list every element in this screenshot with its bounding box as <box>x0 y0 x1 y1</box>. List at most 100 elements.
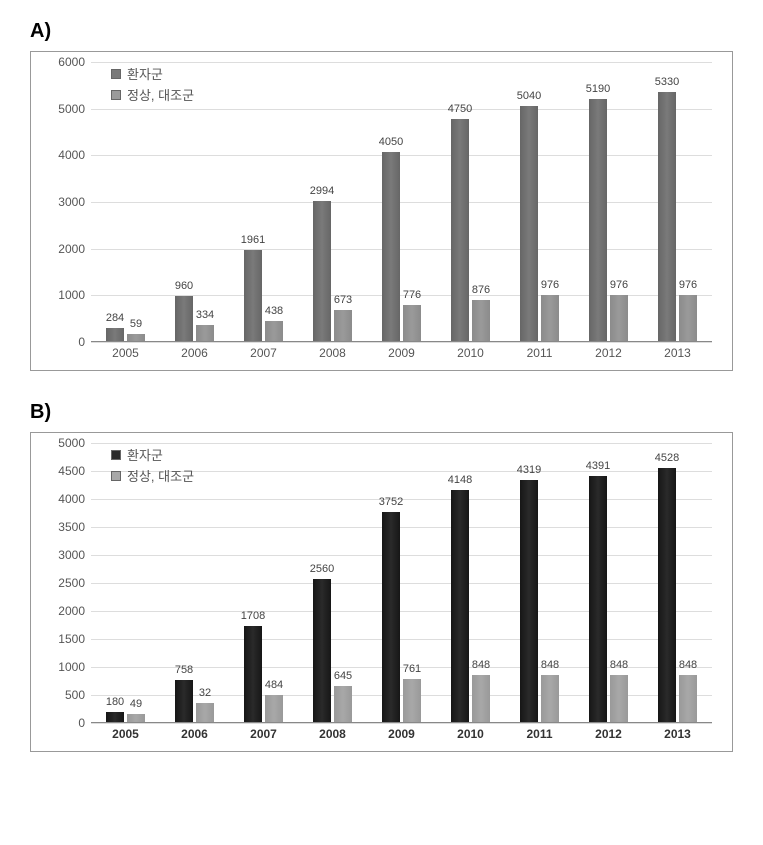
bar-value-label: 4319 <box>517 464 541 476</box>
y-tick-label: 0 <box>43 716 85 730</box>
panel-b: B) 환자군 정상, 대조군 0500100015002000250030003… <box>30 401 733 752</box>
x-tick-label: 2012 <box>574 346 643 360</box>
x-tick-label: 2013 <box>643 346 712 360</box>
legend-item: 정상, 대조군 <box>111 85 194 104</box>
legend-label: 환자군 <box>127 64 163 83</box>
y-tick-label: 3500 <box>43 520 85 534</box>
bar-series2: 848 <box>610 675 628 722</box>
bar-series1: 758 <box>175 680 193 722</box>
bar-group: 4148848 <box>436 443 505 722</box>
bar-group: 1708484 <box>229 443 298 722</box>
x-tick-label: 2010 <box>436 727 505 741</box>
x-tick-label: 2006 <box>160 727 229 741</box>
x-tick-label: 2007 <box>229 727 298 741</box>
bar-value-label: 2560 <box>310 563 334 575</box>
bar-value-label: 5040 <box>517 90 541 102</box>
x-tick-label: 2008 <box>298 346 367 360</box>
bar-series1: 4750 <box>451 119 469 341</box>
legend-item: 환자군 <box>111 445 194 464</box>
panel-b-label: B) <box>30 401 733 424</box>
bar-value-label: 334 <box>196 309 214 321</box>
bar-group: 3752761 <box>367 443 436 722</box>
bar-group: 1961438 <box>229 62 298 341</box>
panel-a-label: A) <box>30 20 733 43</box>
bar-value-label: 4148 <box>448 474 472 486</box>
legend-swatch-icon <box>111 90 121 100</box>
bar-series2: 59 <box>127 334 145 341</box>
x-tick-label: 2008 <box>298 727 367 741</box>
y-tick-label: 4000 <box>43 492 85 506</box>
bar-series2: 848 <box>541 675 559 722</box>
bar-group: 4528848 <box>643 443 712 722</box>
bar-group: 4050776 <box>367 62 436 341</box>
chart-a-legend: 환자군 정상, 대조군 <box>111 64 194 106</box>
bar-series1: 2560 <box>313 579 331 722</box>
legend-swatch-icon <box>111 450 121 460</box>
bar-series1: 4528 <box>658 468 676 722</box>
bar-value-label: 776 <box>403 289 421 301</box>
bar-value-label: 5330 <box>655 76 679 88</box>
bar-series1: 2994 <box>313 201 331 341</box>
bar-series1: 5330 <box>658 92 676 341</box>
y-tick-label: 3000 <box>43 195 85 209</box>
y-tick-label: 4500 <box>43 464 85 478</box>
bar-series1: 180 <box>106 712 124 722</box>
bar-group: 2560645 <box>298 443 367 722</box>
bar-value-label: 1708 <box>241 610 265 622</box>
x-tick-label: 2012 <box>574 727 643 741</box>
bar-value-label: 758 <box>175 664 193 676</box>
bar-series1: 4148 <box>451 490 469 722</box>
bar-group: 4319 848 <box>505 443 574 722</box>
bar-group: 4391 848 <box>574 443 643 722</box>
bar-value-label: 5190 <box>586 83 610 95</box>
bar-value-label: 1961 <box>241 234 265 246</box>
bar-series2: 976 <box>610 295 628 341</box>
bar-value-label: 848 <box>541 659 559 671</box>
y-tick-label: 2000 <box>43 242 85 256</box>
bar-value-label: 876 <box>472 284 490 296</box>
bar-series2: 334 <box>196 325 214 341</box>
x-tick-label: 2011 <box>505 727 574 741</box>
bar-value-label: 438 <box>265 305 283 317</box>
legend-label: 정상, 대조군 <box>127 85 194 104</box>
bar-value-label: 32 <box>199 687 211 699</box>
bar-value-label: 645 <box>334 670 352 682</box>
legend-swatch-icon <box>111 69 121 79</box>
y-tick-label: 5000 <box>43 436 85 450</box>
y-tick-label: 3000 <box>43 548 85 562</box>
bar-series2: 32 <box>196 703 214 722</box>
bar-value-label: 3752 <box>379 496 403 508</box>
y-tick-label: 1000 <box>43 660 85 674</box>
x-tick-label: 2011 <box>505 346 574 360</box>
bar-value-label: 2994 <box>310 185 334 197</box>
y-tick-label: 2500 <box>43 576 85 590</box>
chart-b-legend: 환자군 정상, 대조군 <box>111 445 194 487</box>
bar-series2: 438 <box>265 321 283 341</box>
bar-series2: 976 <box>679 295 697 341</box>
bar-value-label: 976 <box>541 279 559 291</box>
bar-value-label: 673 <box>334 294 352 306</box>
bar-series1: 1961 <box>244 250 262 342</box>
bar-series2: 976 <box>541 295 559 341</box>
bar-value-label: 4391 <box>586 460 610 472</box>
bar-group: 2994673 <box>298 62 367 341</box>
x-tick-label: 2007 <box>229 346 298 360</box>
y-tick-label: 2000 <box>43 604 85 618</box>
bar-value-label: 848 <box>472 659 490 671</box>
bar-series2: 776 <box>403 305 421 341</box>
bar-series2: 49 <box>127 714 145 722</box>
chart-a-container: 환자군 정상, 대조군 0100020003000400050006000284… <box>30 51 733 371</box>
bar-value-label: 976 <box>679 279 697 291</box>
bar-group: 4750876 <box>436 62 505 341</box>
bar-value-label: 4528 <box>655 452 679 464</box>
x-tick-label: 2005 <box>91 727 160 741</box>
y-tick-label: 1000 <box>43 288 85 302</box>
y-tick-label: 500 <box>43 688 85 702</box>
bar-series1: 3752 <box>382 512 400 722</box>
chart-b-xaxis: 200520062007200820092010201120122013 <box>91 723 712 751</box>
x-tick-label: 2013 <box>643 727 712 741</box>
gridline <box>91 723 712 724</box>
bar-value-label: 180 <box>106 696 124 708</box>
y-tick-label: 6000 <box>43 55 85 69</box>
bar-series1: 4050 <box>382 152 400 341</box>
